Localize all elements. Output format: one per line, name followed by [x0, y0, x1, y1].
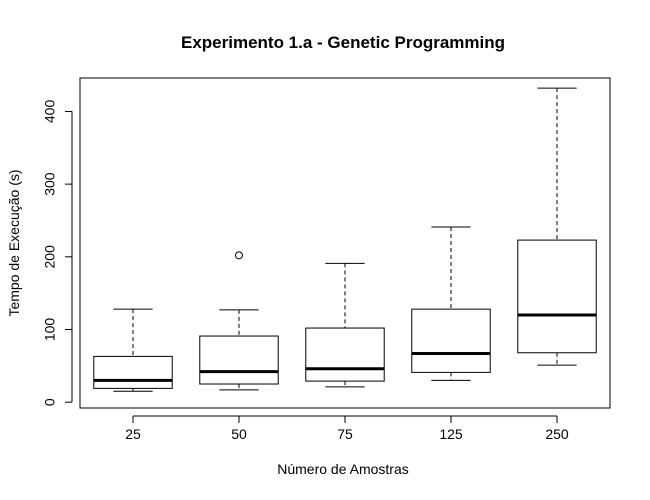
plot-area-border [79, 77, 611, 409]
y-tick-label: 200 [42, 245, 58, 269]
x-axis: 25 50 75 125 250 [125, 415, 569, 442]
box-group [517, 87, 597, 366]
y-tick-label: 100 [42, 318, 58, 342]
box-iqr [517, 239, 597, 354]
x-tick-label: 250 [545, 426, 569, 442]
y-axis: 0 100 200 300 400 [42, 100, 73, 406]
box-group [199, 251, 279, 391]
x-axis-label: Número de Amostras [277, 461, 409, 477]
y-tick-label: 300 [42, 172, 58, 196]
y-axis-label: Tempo de Execução (s) [6, 169, 22, 316]
x-tick-label: 125 [439, 426, 463, 442]
y-tick-label: 0 [42, 398, 58, 406]
x-tick-label: 75 [337, 426, 353, 442]
y-tick-label: 400 [42, 100, 58, 124]
boxes [93, 87, 597, 392]
box-group [411, 226, 491, 381]
box-iqr [305, 327, 385, 382]
box-group [305, 262, 385, 388]
x-tick-label: 50 [231, 426, 247, 442]
box-group [93, 308, 173, 392]
box-iqr [199, 335, 279, 385]
x-tick-label: 25 [125, 426, 141, 442]
box-iqr [411, 308, 491, 373]
outlier-point [235, 251, 243, 260]
chart-title: Experimento 1.a - Genetic Programming [181, 33, 505, 52]
box-iqr [93, 355, 173, 389]
